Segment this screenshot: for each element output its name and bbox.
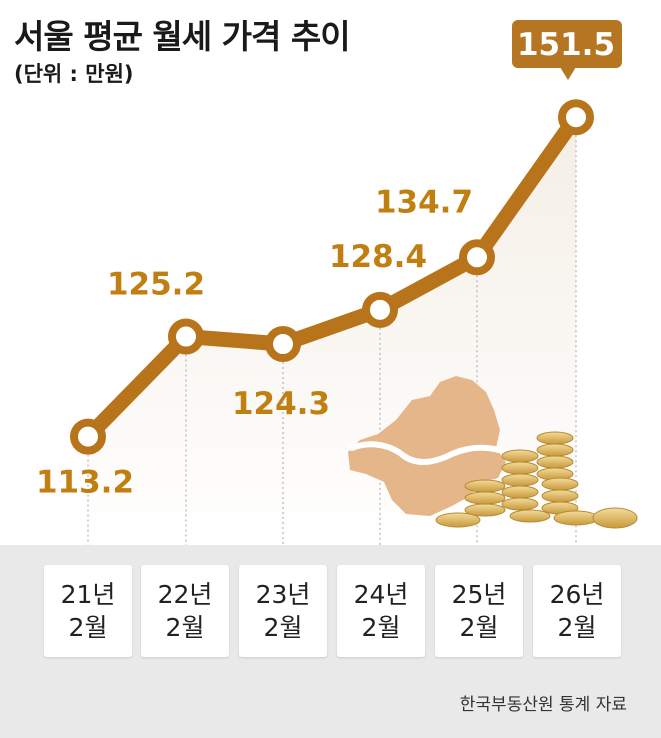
x-tick-box: 26년 2월 (533, 565, 621, 657)
value-label: 128.4 (329, 239, 427, 275)
data-point (459, 239, 495, 276)
data-point (265, 326, 301, 363)
dotted-guides (87, 135, 577, 545)
value-label: 125.2 (107, 267, 205, 303)
chart-title: 서울 평균 월세 가격 추이 (14, 17, 351, 56)
x-tick-box: 24년 2월 (337, 565, 425, 657)
x-tick-label: 2월 (263, 613, 303, 642)
x-tick-label: 21년 (60, 580, 116, 609)
data-point (70, 418, 106, 455)
data-point (558, 99, 594, 136)
seoul-map-illustration (348, 376, 509, 516)
x-tick-box: 23년 2월 (239, 565, 327, 657)
coin-stacks-illustration (435, 431, 638, 529)
highlight-callout (512, 20, 622, 80)
data-point (362, 291, 398, 328)
highlight-callout-tail (560, 67, 576, 80)
x-tick-label: 23년 (255, 580, 311, 609)
x-tick-label: 2월 (459, 613, 499, 642)
source-note: 한국부동산원 통계 자료 (459, 695, 627, 715)
x-tick-label: 2월 (165, 613, 205, 642)
x-tick-label: 25년 (451, 580, 507, 609)
value-label: 124.3 (232, 386, 330, 422)
x-tick-label: 2월 (361, 613, 401, 642)
value-label: 113.2 (36, 465, 134, 501)
unit-label: (단위 : 만원) (14, 62, 134, 86)
x-tick-label: 22년 (157, 580, 213, 609)
x-tick-box: 22년 2월 (141, 565, 229, 657)
data-points (70, 99, 594, 455)
highlight-callout-box (512, 20, 622, 68)
highlight-value-label: 151.5 (517, 27, 615, 63)
value-label: 134.7 (375, 184, 473, 220)
x-tick-box: 25년 2월 (435, 565, 523, 657)
x-tick-box: 21년 2월 (44, 565, 132, 657)
x-tick-label: 2월 (557, 613, 597, 642)
x-tick-label: 26년 (549, 580, 605, 609)
series-line (80, 109, 584, 445)
x-tick-label: 2월 (68, 613, 108, 642)
x-tick-label: 24년 (353, 580, 409, 609)
value-labels: 113.2 125.2 124.3 128.4 134.7 151.5 (36, 27, 615, 501)
data-point (168, 318, 204, 355)
